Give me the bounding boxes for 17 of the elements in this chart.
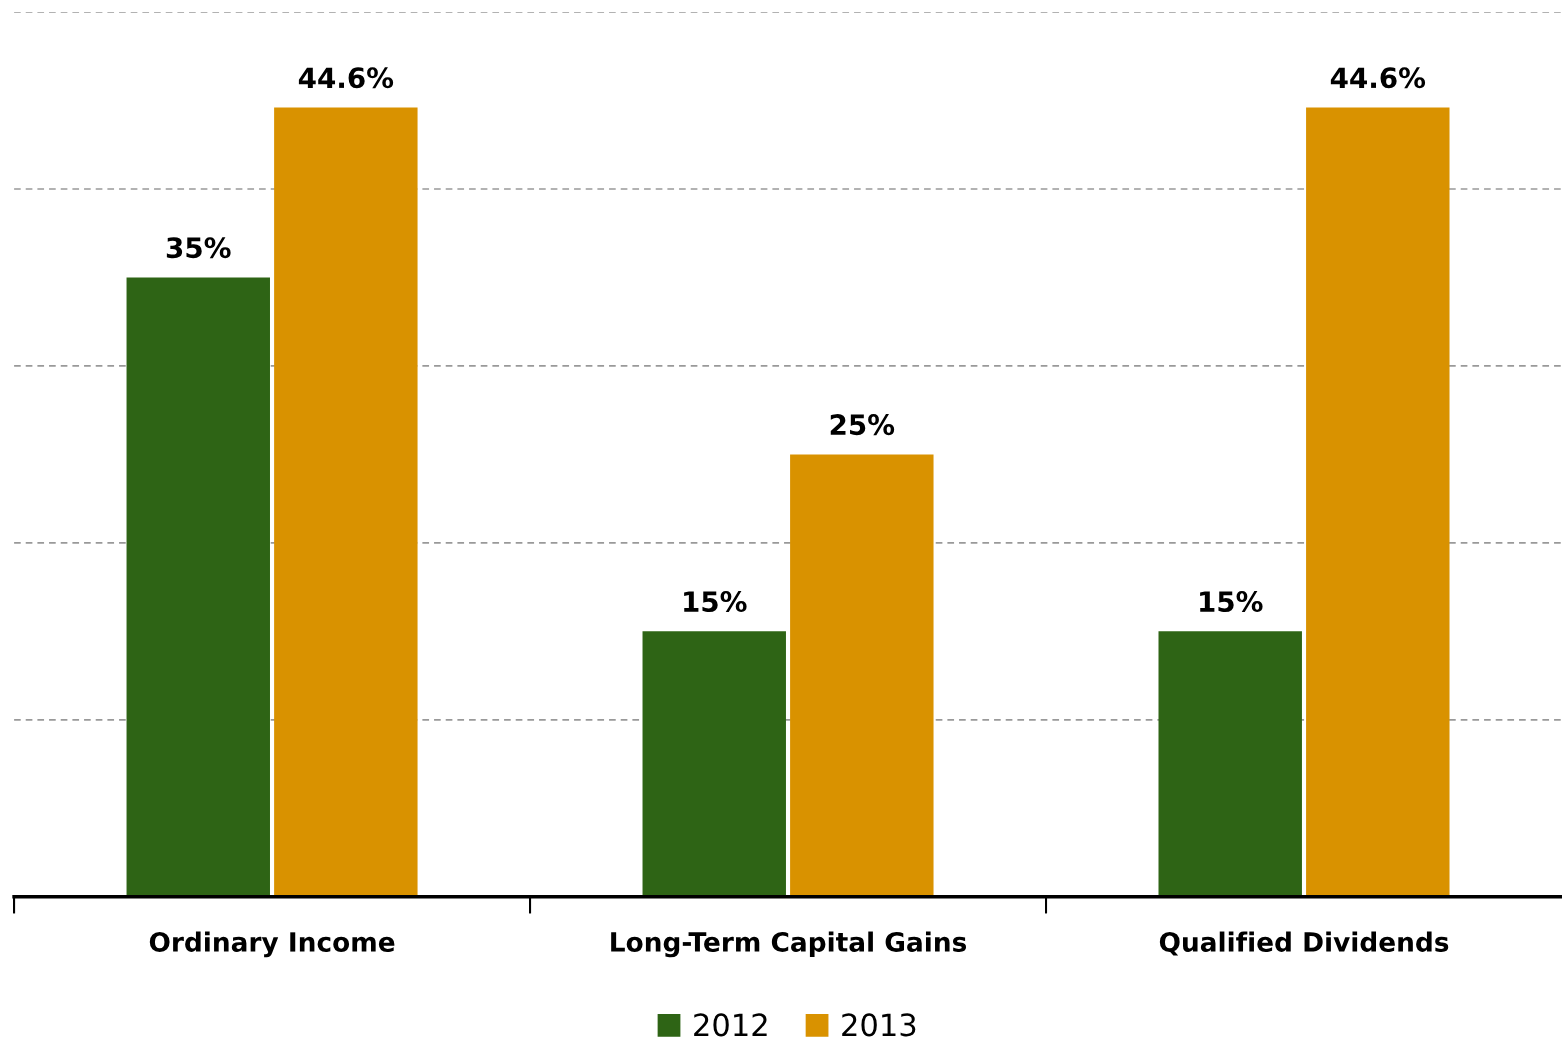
data-label: 44.6% <box>298 67 394 89</box>
legend-label: 2012 <box>694 1013 767 1037</box>
data-label: 25% <box>830 414 895 436</box>
bar <box>1158 631 1302 897</box>
data-label: 44.6% <box>1330 67 1426 89</box>
bar <box>126 277 270 897</box>
data-label: 35% <box>166 237 231 259</box>
data-label: 15% <box>684 591 747 613</box>
data-label: 15% <box>1200 591 1263 613</box>
x-tick-label: Long-Term Capital Gains <box>611 931 967 958</box>
x-tick-label: Qualified Dividends <box>1159 931 1449 956</box>
bar <box>274 107 418 897</box>
bar <box>790 454 934 897</box>
bar <box>1306 107 1450 897</box>
legend-label: 2013 <box>842 1013 916 1037</box>
bar <box>642 631 786 897</box>
x-tick-label: Ordinary Income <box>149 931 395 958</box>
